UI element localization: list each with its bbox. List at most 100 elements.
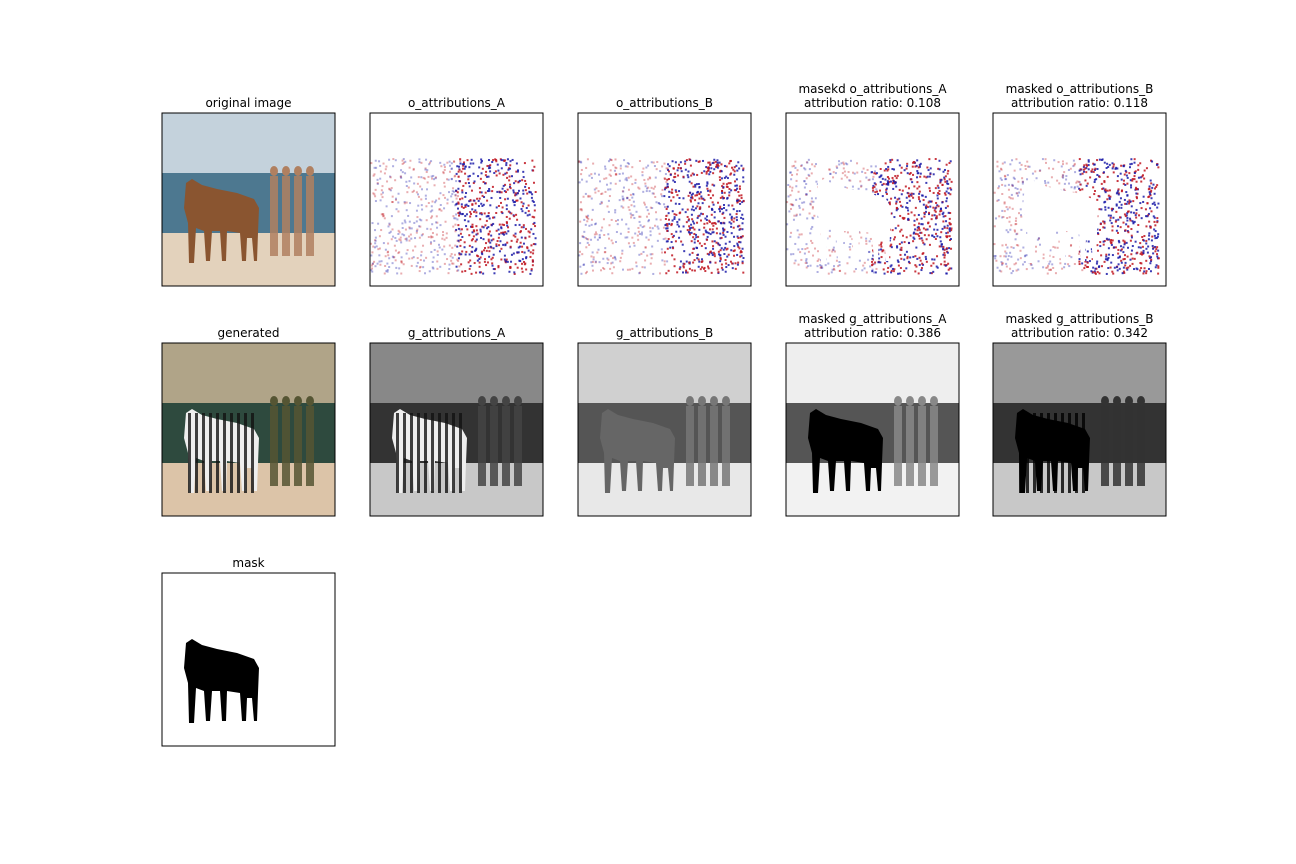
attr-dot	[1018, 191, 1021, 194]
attr-dot	[934, 237, 937, 240]
attr-dot	[870, 165, 873, 168]
attr-dot	[527, 230, 530, 233]
attr-dot	[888, 239, 891, 242]
attr-dot	[1135, 197, 1138, 200]
panel-title: masekd o_attributions_A	[798, 82, 947, 96]
attr-dot	[948, 230, 951, 233]
attr-dot	[887, 177, 890, 180]
attr-dot	[879, 261, 882, 264]
attr-dot	[461, 189, 464, 192]
attr-dot	[805, 266, 808, 269]
attr-dot	[700, 260, 703, 263]
attr-dot	[460, 228, 463, 231]
attr-dot	[470, 272, 473, 275]
attr-dot	[1144, 208, 1147, 211]
attr-dot	[454, 230, 457, 233]
attr-dot	[1143, 267, 1146, 270]
attr-dot	[718, 176, 721, 179]
attr-dot	[1094, 167, 1097, 170]
attr-dot	[521, 245, 524, 248]
attr-dot	[582, 195, 585, 198]
attr-dot	[909, 193, 912, 196]
attr-dot	[874, 183, 877, 186]
attr-dot	[1137, 224, 1140, 227]
attr-dot	[948, 247, 951, 250]
attr-dot	[712, 251, 715, 254]
attr-dot	[371, 251, 374, 254]
attr-dot	[1149, 159, 1152, 162]
attr-dot	[789, 194, 792, 197]
attr-dot	[1098, 208, 1101, 211]
attr-dot	[884, 178, 887, 181]
panel: original image	[161, 96, 336, 287]
attr-dot	[1087, 168, 1090, 171]
attr-dot	[711, 253, 714, 256]
attr-dot	[402, 161, 405, 164]
attr-dot	[1106, 162, 1109, 165]
attr-dot	[1117, 239, 1120, 242]
attr-dot	[512, 234, 515, 237]
attr-dot	[1115, 219, 1118, 222]
attr-dot	[405, 252, 408, 255]
attr-dot	[676, 194, 679, 197]
attr-dot	[1077, 180, 1080, 183]
attr-dot	[400, 261, 403, 264]
attr-dot	[912, 192, 915, 195]
attr-dot	[417, 193, 420, 196]
attr-dot	[706, 181, 709, 184]
attr-dot	[1070, 186, 1073, 189]
attr-dot	[594, 191, 597, 194]
attr-dot	[1004, 250, 1007, 253]
attr-dot	[672, 196, 675, 199]
attr-dot	[490, 258, 493, 261]
attr-dot	[895, 207, 898, 210]
attr-dot	[408, 180, 411, 183]
attr-dot	[468, 244, 471, 247]
attr-dot	[914, 206, 917, 209]
attr-dot	[470, 189, 473, 192]
attr-dot	[1081, 188, 1084, 191]
attr-dot	[682, 225, 685, 228]
attr-dot	[1060, 165, 1063, 168]
attr-dot	[702, 197, 705, 200]
attr-dot	[1149, 226, 1152, 229]
attr-dot	[1155, 185, 1158, 188]
person-body	[1113, 406, 1121, 486]
attr-dot	[379, 263, 382, 266]
attr-dot	[692, 236, 695, 239]
attr-dot	[926, 166, 929, 169]
attr-dot	[1048, 262, 1051, 265]
attr-dot	[905, 206, 908, 209]
attr-dot	[420, 188, 423, 191]
attr-dot	[386, 180, 389, 183]
attr-dot	[738, 185, 741, 188]
attr-dot	[408, 227, 411, 230]
attr-dot	[1124, 183, 1127, 186]
attr-dot	[509, 160, 512, 163]
attr-dot	[512, 189, 515, 192]
attr-dot	[496, 240, 499, 243]
attr-dot	[737, 245, 740, 248]
attr-dot	[472, 229, 475, 232]
attr-dot	[1092, 266, 1095, 269]
attr-dot	[657, 202, 660, 205]
attr-dot	[455, 189, 458, 192]
attr-dot	[698, 228, 701, 231]
attr-dot	[667, 178, 670, 181]
attr-dot	[425, 171, 428, 174]
attr-dot	[434, 176, 437, 179]
attr-dot	[470, 239, 473, 242]
frame	[785, 342, 960, 517]
attr-dot	[703, 242, 706, 245]
attr-dot	[1016, 232, 1019, 235]
attr-dot	[913, 231, 916, 234]
attr-dot	[886, 270, 889, 273]
attr-dot	[603, 268, 606, 271]
attr-dot	[411, 190, 414, 193]
attr-dot	[1154, 250, 1157, 253]
attr-dot	[1086, 164, 1089, 167]
attr-dot	[607, 199, 610, 202]
attr-dot	[1145, 259, 1148, 262]
attr-dot	[509, 187, 512, 190]
attr-dot	[469, 259, 472, 262]
